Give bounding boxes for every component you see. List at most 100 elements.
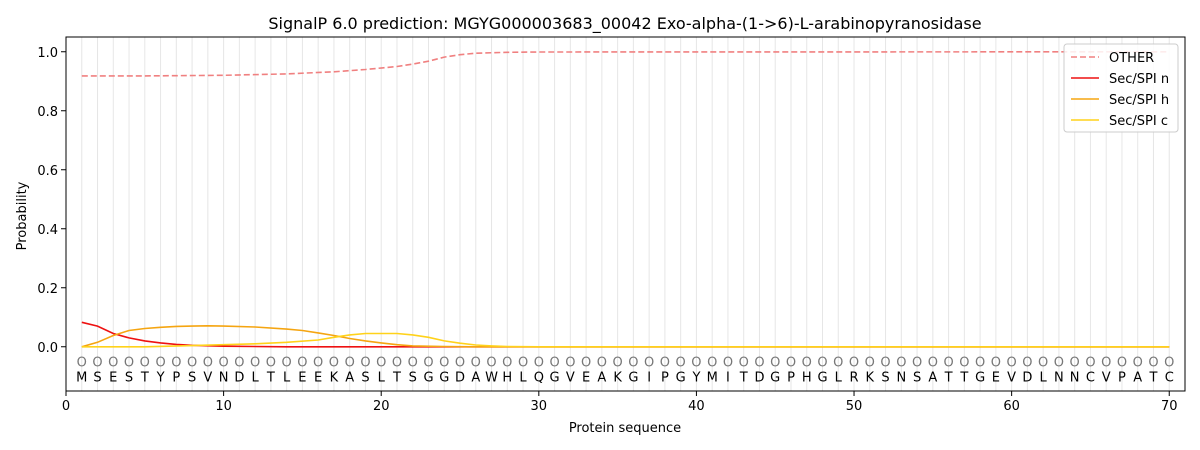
residue-letter: Y: [691, 370, 700, 385]
residue-letter: P: [787, 370, 795, 385]
residue-letter: H: [802, 370, 812, 385]
residue-prediction-label: O: [1038, 356, 1048, 371]
residue-letter: V: [1102, 370, 1111, 385]
residue-prediction-label: O: [912, 356, 922, 371]
residue-letter: D: [1022, 370, 1032, 385]
residue-prediction-label: O: [345, 356, 355, 371]
chart-title: SignalP 6.0 prediction: MGYG000003683_00…: [268, 14, 981, 34]
residue-letter: H: [502, 370, 512, 385]
residue-prediction-label: O: [943, 356, 953, 371]
residue-prediction-label: O: [644, 356, 654, 371]
residue-prediction-label: O: [376, 356, 386, 371]
residue-prediction-label: O: [1117, 356, 1127, 371]
x-tick-label: 10: [215, 399, 232, 414]
residue-letter: N: [219, 370, 229, 385]
plot-area: OMOSOEOSOTOYOPOSOVONODOLOTOLOEOEOKOAOSOL…: [37, 36, 1186, 414]
residue-letter: M: [707, 370, 718, 385]
residue-prediction-label: O: [849, 356, 859, 371]
residue-prediction-label: O: [896, 356, 906, 371]
x-tick-label: 20: [373, 399, 390, 414]
residue-letter: L: [283, 370, 291, 385]
series-line-sec-spi-h: [81, 324, 1170, 348]
residue-prediction-label: O: [250, 356, 260, 371]
residue-letter: M: [76, 370, 87, 385]
residue-letter: E: [109, 370, 117, 385]
y-tick-label: 1.0: [37, 46, 58, 61]
residue-prediction-label: O: [140, 356, 150, 371]
residue-letter: D: [455, 370, 465, 385]
residue-letter: T: [739, 370, 748, 385]
residue-prediction-label: O: [297, 356, 307, 371]
residue-letter: E: [992, 370, 1000, 385]
y-tick-label: 0.0: [37, 341, 58, 356]
residue-prediction-label: O: [1148, 356, 1158, 371]
residue-prediction-label: O: [534, 356, 544, 371]
residue-prediction-label: O: [880, 356, 890, 371]
residue-letter: S: [93, 370, 101, 385]
residue-prediction-label: O: [676, 356, 686, 371]
residue-letter: G: [423, 370, 433, 385]
residue-prediction-label: O: [723, 356, 733, 371]
residue-letter: A: [928, 370, 937, 385]
residue-prediction-label: O: [833, 356, 843, 371]
residue-letter: G: [817, 370, 827, 385]
residue-letter: C: [1086, 370, 1095, 385]
residue-prediction-label: O: [108, 356, 118, 371]
residue-prediction-label: O: [155, 356, 165, 371]
residue-prediction-label: O: [660, 356, 670, 371]
legend-label: Sec/SPI c: [1109, 114, 1168, 129]
residue-letter: D: [754, 370, 764, 385]
residue-letter: S: [188, 370, 196, 385]
residue-prediction-label: O: [518, 356, 528, 371]
residue-prediction-label: O: [549, 356, 559, 371]
residue-prediction-label: O: [959, 356, 969, 371]
residue-prediction-label: O: [975, 356, 985, 371]
residue-prediction-label: O: [360, 356, 370, 371]
residue-letter: S: [409, 370, 417, 385]
residue-prediction-label: O: [455, 356, 465, 371]
residue-prediction-label: O: [565, 356, 575, 371]
residue-prediction-label: O: [597, 356, 607, 371]
residue-prediction-label: O: [1085, 356, 1095, 371]
residue-prediction-label: O: [581, 356, 591, 371]
residue-prediction-label: O: [187, 356, 197, 371]
residue-prediction-label: O: [218, 356, 228, 371]
residue-prediction-label: O: [77, 356, 87, 371]
residue-letter: G: [770, 370, 780, 385]
residue-prediction-label: O: [329, 356, 339, 371]
x-tick-label: 70: [1161, 399, 1178, 414]
residue-prediction-label: O: [1022, 356, 1032, 371]
series-line-other: [81, 50, 1170, 77]
residue-prediction-label: O: [802, 356, 812, 371]
residue-letter: K: [613, 370, 622, 385]
residue-letter: N: [1070, 370, 1080, 385]
x-tick-label: 60: [1003, 399, 1020, 414]
residue-letter: N: [896, 370, 906, 385]
residue-prediction-label: O: [770, 356, 780, 371]
residue-prediction-label: O: [754, 356, 764, 371]
residue-letter: P: [172, 370, 180, 385]
residue-prediction-label: O: [486, 356, 496, 371]
residue-prediction-label: O: [266, 356, 276, 371]
residue-letter: D: [234, 370, 244, 385]
residue-prediction-label: O: [739, 356, 749, 371]
residue-letter: A: [345, 370, 354, 385]
residue-letter: L: [1040, 370, 1048, 385]
x-tick-label: 0: [62, 399, 70, 414]
residue-letter: T: [392, 370, 401, 385]
y-tick-label: 0.2: [37, 282, 58, 297]
residue-prediction-label: O: [613, 356, 623, 371]
residue-letter: G: [628, 370, 638, 385]
residue-prediction-label: O: [408, 356, 418, 371]
legend-label: Sec/SPI h: [1109, 93, 1169, 108]
residue-letter: P: [661, 370, 669, 385]
residue-letter: L: [378, 370, 386, 385]
residue-prediction-label: O: [707, 356, 717, 371]
residue-prediction-label: O: [928, 356, 938, 371]
legend-label: OTHER: [1109, 51, 1154, 66]
legend: OTHER Sec/SPI n Sec/SPI h Sec/SPI c: [1063, 43, 1179, 133]
residue-prediction-label: O: [628, 356, 638, 371]
residue-letter: I: [647, 370, 651, 385]
residue-prediction-label: O: [502, 356, 512, 371]
